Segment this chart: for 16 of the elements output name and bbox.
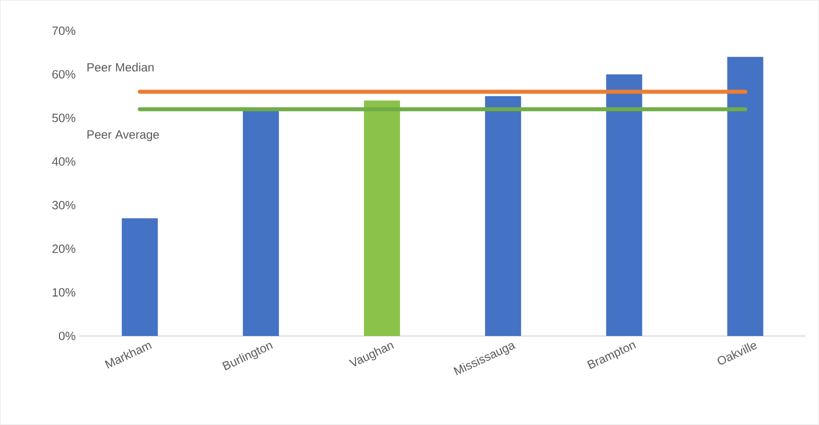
bar	[242, 109, 279, 336]
y-tick-label: 40%	[52, 157, 76, 166]
y-tick-label: 30%	[52, 201, 76, 210]
bar	[727, 57, 764, 336]
y-tick-label: 20%	[52, 244, 76, 254]
bar	[364, 100, 400, 336]
bar	[485, 96, 522, 336]
ref-line-label: Peer Median	[88, 62, 154, 72]
y-tick-label: 50%	[52, 114, 76, 122]
bar	[122, 218, 158, 336]
bar	[606, 74, 642, 336]
y-tick-label: 0%	[58, 332, 76, 340]
y-tick-label: 10%	[52, 288, 76, 297]
y-tick-label: 70%	[52, 26, 76, 36]
y-tick-label: 60%	[52, 70, 76, 79]
ref-line-label: Peer Average	[88, 130, 159, 142]
